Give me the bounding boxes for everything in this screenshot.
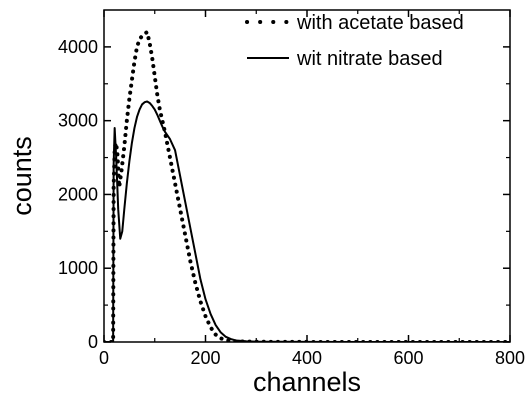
y-axis-title: counts [7, 136, 37, 216]
x-axis-title: channels [253, 367, 361, 397]
x-tick-label: 400 [292, 348, 322, 368]
x-tick-label: 0 [99, 348, 109, 368]
y-tick-label: 2000 [58, 184, 98, 204]
series-line-acetate [104, 30, 510, 342]
legend-label: with acetate based [296, 12, 464, 34]
y-tick-label: 3000 [58, 111, 98, 131]
y-tick-label: 0 [88, 332, 98, 352]
x-tick-label: 200 [190, 348, 220, 368]
axis-tick-labels: 0 200 400 600 800 0 1000 2000 3000 4000 [58, 37, 525, 368]
x-tick-label: 600 [393, 348, 423, 368]
series-group [104, 30, 510, 342]
x-tick-label: 800 [495, 348, 525, 368]
legend: with acetate based wit nitrate based [245, 12, 464, 70]
y-tick-label: 4000 [58, 37, 98, 57]
series-line-nitrate [104, 100, 510, 342]
y-tick-label: 1000 [58, 258, 98, 278]
legend-label: wit nitrate based [296, 48, 443, 70]
